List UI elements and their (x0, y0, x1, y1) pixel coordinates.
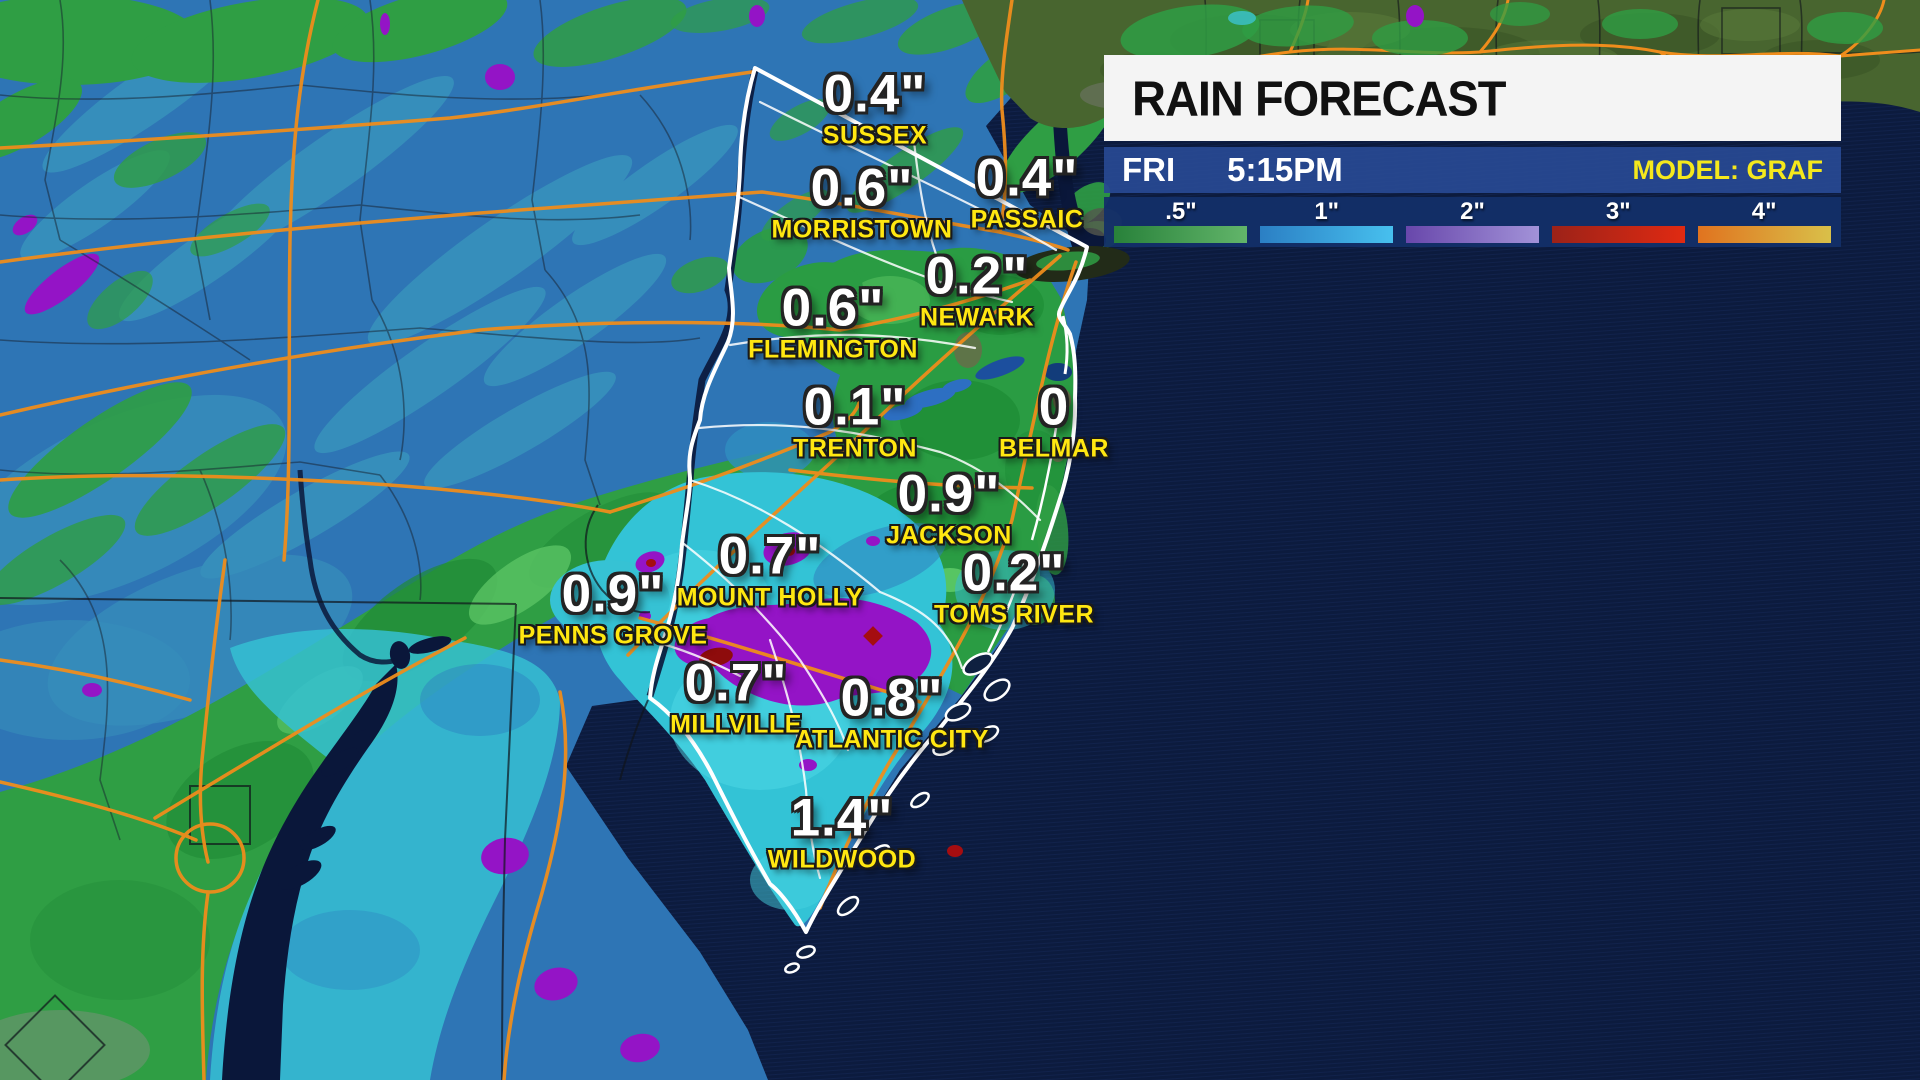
purple-heavy-rain-cells (12, 5, 1105, 1063)
scale-swatch (1260, 226, 1394, 243)
scale-swatch (1551, 226, 1685, 243)
scale-step-3in: 3" (1545, 199, 1691, 245)
scale-step-2in: 2" (1400, 199, 1546, 245)
scale-step-1in: 1" (1254, 199, 1400, 245)
time-label: 5:15PM (1227, 151, 1343, 188)
scale-tick-label: 4" (1751, 198, 1777, 225)
rain-scale: .5" 1" 2" 3" 4" (1104, 197, 1841, 247)
delmarva-blue-patch2 (280, 910, 420, 990)
panel-time-bar: FRI 5:15PM MODEL: GRAF (1104, 147, 1841, 193)
green-band-southwest (0, 432, 945, 1080)
state-borders-nj (646, 66, 1089, 934)
delmarva-blue-patch (420, 664, 540, 736)
barrier-islands (784, 315, 1069, 974)
scale-tick-label: 2" (1460, 198, 1485, 225)
cyan-delmarva (210, 628, 560, 1080)
scale-tick-label: 3" (1605, 198, 1631, 225)
susquehanna-river (297, 469, 399, 665)
model-label: MODEL: GRAF (1632, 154, 1823, 185)
chesapeake-arms (278, 636, 452, 890)
scale-tick-label: .5" (1165, 198, 1197, 225)
land-precip-patches (1120, 2, 1883, 60)
nj-county-lines (646, 100, 1058, 880)
scale-swatch (1114, 226, 1248, 243)
day-label: FRI (1122, 151, 1176, 188)
panel-title: RAIN FORECAST (1132, 70, 1506, 126)
panel-title-bar: RAIN FORECAST (1104, 55, 1841, 141)
scale-step-4in: 4" (1691, 199, 1837, 245)
county-borders-west (0, 0, 701, 841)
highways (0, 0, 1078, 1080)
scale-tick-label: 1" (1314, 198, 1340, 225)
state-borders-south (0, 504, 651, 1080)
scale-swatch (1697, 226, 1831, 243)
nj-outline (648, 66, 1089, 934)
blue-lakes (883, 332, 1072, 462)
red-extreme-cells (646, 546, 963, 857)
chesapeake-bay (222, 664, 398, 1080)
forecast-legend-panel: RAIN FORECAST FRI 5:15PM MODEL: GRAF .5"… (1104, 55, 1841, 247)
scale-step-.5in: .5" (1108, 199, 1254, 245)
scale-swatch (1405, 226, 1539, 243)
